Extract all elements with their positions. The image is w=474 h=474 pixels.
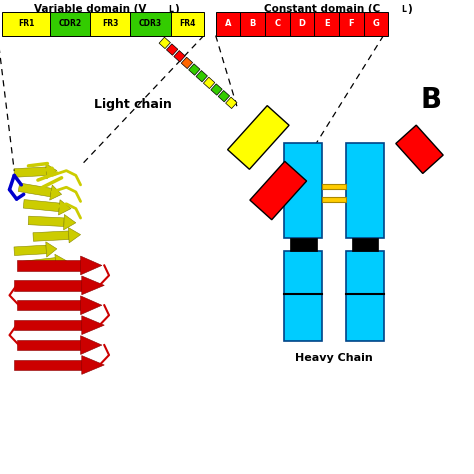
Bar — [181, 57, 192, 69]
Polygon shape — [14, 245, 46, 255]
Text: ): ) — [407, 3, 411, 14]
Polygon shape — [33, 231, 69, 241]
Bar — [218, 91, 229, 102]
Bar — [2, 12, 50, 36]
Text: FR3: FR3 — [102, 19, 118, 28]
Polygon shape — [82, 356, 104, 374]
Bar — [284, 143, 322, 238]
Text: Constant domain (C: Constant domain (C — [264, 3, 381, 14]
Bar — [339, 12, 364, 36]
Polygon shape — [28, 216, 64, 227]
Bar — [203, 77, 215, 89]
Text: ): ) — [174, 3, 179, 14]
Polygon shape — [14, 360, 82, 370]
Polygon shape — [82, 316, 104, 335]
Bar — [364, 12, 388, 36]
Polygon shape — [81, 296, 102, 315]
Polygon shape — [14, 280, 82, 291]
Bar — [171, 12, 204, 36]
Polygon shape — [18, 183, 52, 197]
Polygon shape — [55, 254, 66, 270]
Bar — [352, 238, 378, 251]
Polygon shape — [46, 164, 57, 179]
Bar — [196, 71, 208, 82]
Text: Heavy Chain: Heavy Chain — [295, 353, 373, 363]
Polygon shape — [46, 242, 57, 257]
Polygon shape — [58, 200, 71, 215]
Text: Variable domain (V: Variable domain (V — [34, 3, 146, 14]
Bar — [174, 51, 185, 62]
Polygon shape — [64, 215, 76, 230]
Bar — [90, 12, 130, 36]
Polygon shape — [17, 260, 81, 271]
Bar — [189, 64, 200, 75]
Bar — [250, 161, 307, 220]
Bar — [50, 12, 90, 36]
Bar — [130, 12, 171, 36]
Polygon shape — [81, 256, 102, 275]
Bar — [314, 12, 339, 36]
Polygon shape — [17, 340, 81, 350]
Text: CDR2: CDR2 — [58, 19, 82, 28]
Bar — [396, 125, 443, 173]
Polygon shape — [82, 276, 104, 295]
Text: FR1: FR1 — [18, 19, 34, 28]
Bar — [322, 197, 346, 202]
Bar — [166, 44, 178, 55]
Bar — [226, 97, 237, 109]
Bar — [290, 12, 314, 36]
Text: D: D — [299, 19, 305, 28]
Bar — [346, 251, 384, 341]
Bar — [211, 84, 222, 95]
Bar — [346, 143, 384, 238]
Text: G: G — [373, 19, 379, 28]
Bar — [284, 251, 322, 341]
Text: L: L — [169, 6, 173, 14]
Polygon shape — [14, 320, 82, 330]
Text: C: C — [274, 19, 280, 28]
Text: CDR3: CDR3 — [139, 19, 162, 28]
Polygon shape — [14, 167, 46, 177]
Polygon shape — [17, 300, 81, 310]
Bar — [290, 238, 317, 251]
Text: B: B — [421, 85, 442, 114]
Text: F: F — [348, 19, 354, 28]
Text: B: B — [249, 19, 256, 28]
Polygon shape — [50, 185, 62, 200]
Bar — [265, 12, 290, 36]
Text: L: L — [401, 6, 406, 14]
Polygon shape — [68, 228, 81, 243]
Polygon shape — [23, 200, 60, 211]
Bar — [216, 12, 240, 36]
Polygon shape — [23, 258, 56, 270]
Bar — [228, 106, 289, 169]
Text: FR4: FR4 — [179, 19, 195, 28]
Bar — [240, 12, 265, 36]
Bar — [322, 184, 346, 189]
Bar — [159, 37, 171, 49]
Text: E: E — [324, 19, 329, 28]
Text: Light chain: Light chain — [94, 98, 172, 111]
Polygon shape — [81, 336, 102, 355]
Text: A: A — [225, 19, 231, 28]
